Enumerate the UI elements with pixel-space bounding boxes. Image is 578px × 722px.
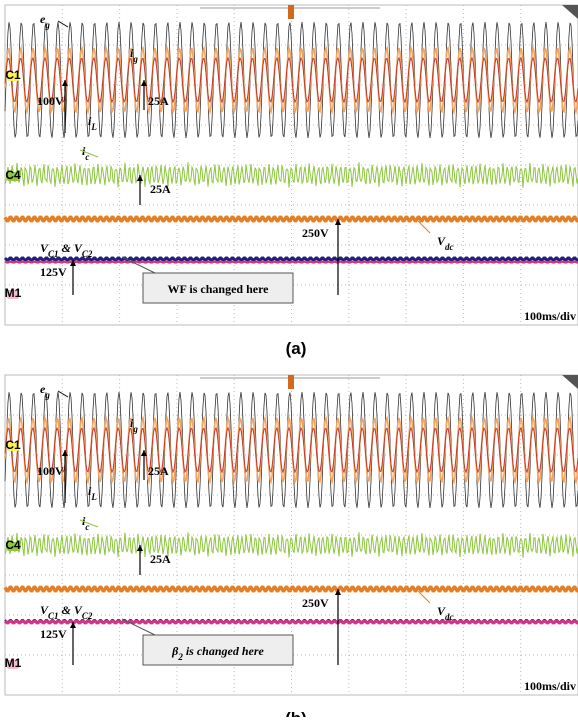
label-part: 25A: [150, 552, 171, 566]
annotation: 25A: [148, 94, 169, 108]
annotation: 125V: [40, 265, 67, 279]
trigger-marker: [288, 5, 294, 19]
label-part: is changed here: [183, 644, 265, 658]
label-part: 100V: [37, 464, 64, 478]
label-part: 125V: [40, 627, 67, 641]
label-part: 25A: [148, 464, 169, 478]
channel-label: C4: [5, 538, 21, 552]
waveform: [5, 587, 578, 590]
annotation: 125V: [40, 627, 67, 641]
waveform: [5, 621, 578, 623]
label-part: g: [132, 424, 138, 434]
annotation: 250V: [302, 226, 329, 240]
callout-text: WF is changed here: [168, 282, 270, 296]
label-part: 100V: [37, 94, 64, 108]
label-part: & V: [59, 241, 83, 255]
annotation: 25A: [150, 182, 171, 196]
label-part: dc: [445, 612, 454, 622]
label-part: g: [132, 54, 138, 64]
label-part: C2: [82, 611, 93, 621]
annotation: 250V: [302, 596, 329, 610]
label-part: WF is changed here: [168, 282, 270, 296]
label-part: C2: [82, 249, 93, 259]
label-part: 250V: [302, 226, 329, 240]
label-part: 25A: [148, 94, 169, 108]
timebase: 100ms/div: [524, 679, 576, 693]
caption: (a): [286, 339, 307, 358]
channel-label: C4: [5, 168, 21, 182]
annotation: 100V: [37, 464, 64, 478]
label-part: L: [90, 492, 97, 502]
trigger-marker: [288, 375, 294, 389]
label-part: 125V: [40, 265, 67, 279]
timebase: 100ms/div: [524, 309, 576, 323]
waveform: [5, 262, 578, 263]
channel-label: M1: [5, 656, 22, 670]
label-part: 25A: [150, 182, 171, 196]
label-part: L: [90, 122, 97, 132]
channel-label: C1: [5, 438, 21, 452]
waveform: [5, 217, 578, 220]
label-part: g: [44, 20, 50, 30]
label-part: C1: [48, 611, 59, 621]
annotation: 100V: [37, 94, 64, 108]
channel-label: C1: [5, 68, 21, 82]
label-part: C1: [48, 249, 59, 259]
annotation: 25A: [150, 552, 171, 566]
label-part: dc: [445, 242, 454, 252]
label-part: g: [44, 390, 50, 400]
label-part: & V: [59, 603, 83, 617]
channel-label: M1: [5, 286, 22, 300]
figure: C1C4M1egigiL100V25Aic25A250VVdcVC1 & VC2…: [0, 0, 578, 717]
caption: (b): [285, 709, 307, 717]
label-part: 250V: [302, 596, 329, 610]
annotation: 25A: [148, 464, 169, 478]
